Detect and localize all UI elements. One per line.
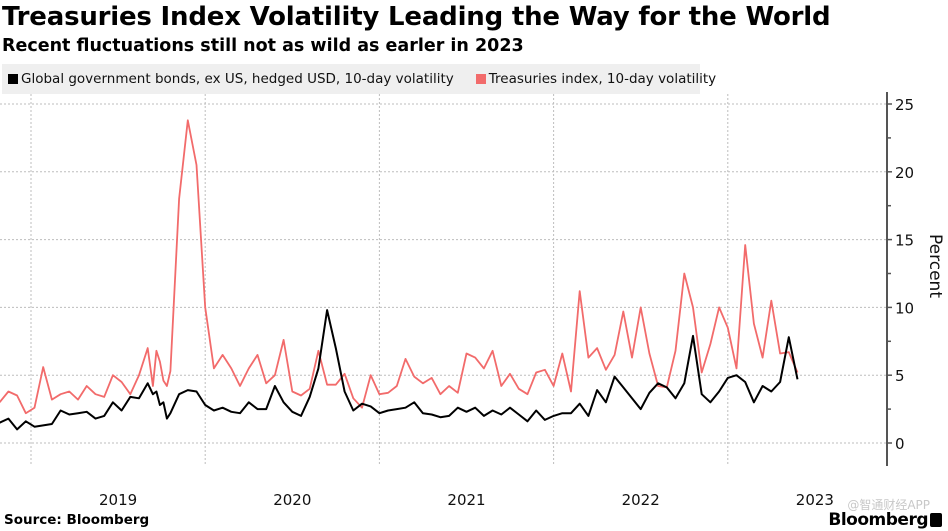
x-tick-label: 2019 — [99, 491, 137, 509]
x-axis-labels: 2019 2020 2021 2022 2023 — [99, 491, 834, 509]
legend-swatch-global — [8, 74, 18, 84]
grid — [0, 94, 887, 466]
series-layer — [0, 119, 799, 431]
x-tick-label: 2023 — [796, 491, 834, 509]
legend: Global government bonds, ex US, hedged U… — [2, 64, 716, 94]
x-tick-label: 2020 — [273, 491, 311, 509]
bloomberg-logo: Bloomberg — [828, 510, 928, 530]
legend-swatch-treasuries — [475, 74, 486, 84]
bloomberg-terminal-icon — [930, 513, 942, 527]
y-tick-label: 25 — [895, 96, 914, 114]
chart-title: Treasuries Index Volatility Leading the … — [2, 2, 831, 32]
y-axis: 0 5 10 15 20 25 — [886, 92, 914, 466]
legend-item-global: Global government bonds, ex US, hedged U… — [8, 71, 454, 87]
legend-label-treasuries: Treasuries index, 10-day volatility — [488, 71, 717, 87]
x-tick-label: 2021 — [447, 491, 485, 509]
legend-label-global: Global government bonds, ex US, hedged U… — [21, 71, 454, 87]
y-tick-label: 10 — [895, 299, 914, 317]
x-tick-label: 2022 — [622, 491, 660, 509]
series-line-global — [0, 309, 799, 431]
chart-subtitle: Recent fluctuations still not as wild as… — [2, 36, 524, 56]
source-note: Source: Bloomberg — [4, 512, 150, 528]
y-tick-label: 5 — [895, 367, 905, 385]
y-axis-label: Percent — [925, 234, 945, 298]
legend-item-treasuries: Treasuries index, 10-day volatility — [475, 71, 717, 87]
y-tick-label: 15 — [895, 232, 914, 250]
y-tick-label: 20 — [895, 164, 914, 182]
y-tick-label: 0 — [895, 435, 905, 453]
series-line-treasuries — [0, 119, 799, 415]
watermark: @智通财经APP — [847, 498, 930, 512]
